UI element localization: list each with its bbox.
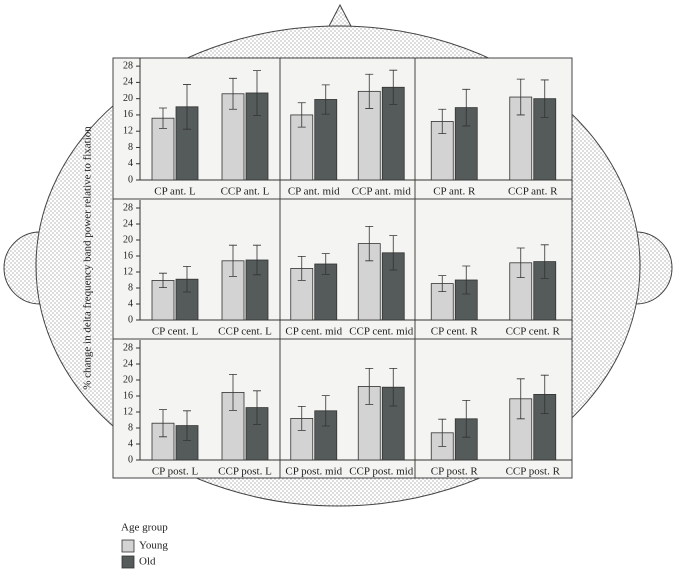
- x-tick-label: CP post. L: [152, 466, 199, 478]
- error-bar: [438, 418, 447, 447]
- y-tick-label: 28: [123, 60, 133, 71]
- error-bar: [297, 102, 306, 128]
- y-axis-label: % change in delta frequency band power r…: [82, 126, 94, 390]
- y-tick-label: 16: [123, 390, 133, 401]
- x-tick-label: CCP ant. R: [508, 186, 558, 198]
- y-tick-label: 0: [128, 174, 133, 185]
- error-bar: [321, 395, 330, 427]
- x-tick-label: CP ant. L: [154, 186, 196, 198]
- x-tick-label: CP ant. R: [433, 186, 476, 198]
- error-bar: [516, 378, 525, 420]
- error-bar: [159, 107, 167, 129]
- error-bar: [253, 70, 261, 116]
- error-bar: [389, 235, 398, 271]
- x-tick-label: CP post. mid: [285, 466, 342, 478]
- error-bar: [540, 244, 549, 279]
- y-tick-label: 24: [123, 77, 133, 88]
- y-tick-label: 24: [123, 218, 133, 229]
- error-bar: [516, 78, 525, 116]
- y-tick-label: 0: [128, 314, 133, 325]
- y-tick-label: 8: [128, 142, 133, 153]
- y-tick-label: 20: [123, 93, 133, 104]
- y-tick-label: 12: [123, 125, 133, 136]
- y-tick-label: 20: [123, 234, 133, 245]
- x-tick-label: CCP post. L: [218, 466, 272, 478]
- x-tick-label: CCP cent. L: [218, 326, 272, 338]
- y-tick-label: 4: [128, 158, 133, 169]
- error-bar: [297, 406, 306, 431]
- x-tick-label: CCP post. R: [506, 466, 561, 478]
- error-bar: [229, 244, 237, 277]
- x-tick-label: CCP cent. mid: [349, 326, 414, 338]
- x-tick-label: CP cent. mid: [285, 326, 342, 338]
- error-bar: [253, 244, 261, 276]
- error-bar: [159, 409, 167, 438]
- legend-label: Young: [139, 540, 168, 552]
- legend-title: Age group: [121, 522, 168, 534]
- error-bar: [540, 374, 549, 414]
- error-bar: [365, 368, 374, 405]
- error-bar: [365, 226, 374, 262]
- error-bar: [253, 390, 261, 425]
- x-tick-label: CCP ant. L: [221, 186, 270, 198]
- y-tick-label: 4: [128, 298, 133, 309]
- error-bar: [159, 272, 167, 288]
- error-bar: [516, 247, 525, 278]
- y-tick-label: 28: [123, 342, 133, 353]
- y-tick-label: 12: [123, 406, 133, 417]
- error-bar: [183, 410, 191, 441]
- y-tick-label: 12: [123, 266, 133, 277]
- error-bar: [321, 84, 330, 115]
- error-bar: [462, 400, 471, 438]
- error-bar: [297, 255, 306, 281]
- error-bar: [438, 108, 447, 135]
- error-bar: [540, 79, 549, 118]
- y-tick-label: 4: [128, 438, 133, 449]
- legend-swatch: [121, 555, 135, 569]
- error-bar: [229, 77, 237, 110]
- x-tick-label: CP cent. R: [431, 326, 479, 338]
- error-bar: [389, 368, 398, 407]
- error-bar: [321, 253, 330, 275]
- x-tick-label: CCP post. mid: [349, 466, 414, 478]
- y-tick-label: 20: [123, 374, 133, 385]
- legend-swatch: [121, 539, 135, 553]
- y-tick-label: 8: [128, 282, 133, 293]
- y-tick-label: 0: [128, 454, 133, 465]
- y-tick-label: 16: [123, 250, 133, 261]
- x-tick-label: CCP cent. R: [506, 326, 561, 338]
- error-bar: [183, 84, 191, 130]
- error-bar: [389, 69, 398, 105]
- error-bar: [462, 88, 471, 127]
- x-tick-label: CCP ant. mid: [352, 186, 412, 198]
- error-bar: [365, 73, 374, 109]
- y-tick-label: 16: [123, 109, 133, 120]
- error-bar: [438, 275, 447, 292]
- y-tick-label: 8: [128, 422, 133, 433]
- x-tick-label: CP ant. mid: [288, 186, 340, 198]
- legend-label: Old: [139, 556, 156, 568]
- error-bar: [183, 266, 191, 293]
- y-tick-label: 28: [123, 202, 133, 213]
- y-tick-label: 24: [123, 358, 133, 369]
- error-bar: [462, 265, 471, 295]
- error-bar: [229, 374, 237, 411]
- x-tick-label: CP post. R: [431, 466, 479, 478]
- x-tick-label: CP cent. L: [152, 326, 199, 338]
